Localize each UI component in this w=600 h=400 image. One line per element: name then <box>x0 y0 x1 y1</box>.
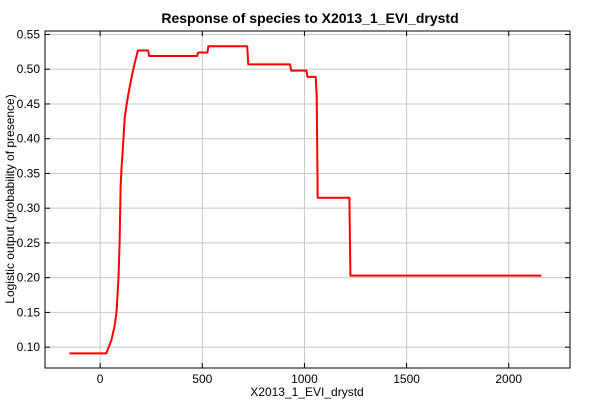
y-tick-label: 0.45 <box>17 97 41 111</box>
y-tick-label: 0.55 <box>17 27 41 41</box>
x-tick-label: 1500 <box>393 372 420 386</box>
series-layer <box>69 45 542 355</box>
y-ticks: 0.10 0.15 0.20 0.25 0.30 0.35 0.40 0.45 0.50 0.55 <box>17 27 570 354</box>
x-ticks: 0 500 1000 1500 2000 <box>97 31 522 386</box>
y-tick-label: 0.20 <box>17 271 41 285</box>
y-tick-label: 0.10 <box>17 340 41 354</box>
y-tick-label: 0.40 <box>17 132 41 146</box>
y-axis-label: Logistic output (probability of presence… <box>3 94 17 303</box>
y-gridlines <box>45 33 570 348</box>
x-tick-label: 0 <box>97 372 104 386</box>
y-tick-label: 0.30 <box>17 201 41 215</box>
plot-frame <box>44 30 571 369</box>
y-tick-label: 0.25 <box>17 236 41 250</box>
x-tick-label: 500 <box>192 372 212 386</box>
y-tick-label: 0.50 <box>17 62 41 76</box>
plot-background <box>45 31 570 368</box>
y-tick-label: 0.35 <box>17 166 41 180</box>
x-gridlines <box>99 31 510 368</box>
x-tick-label: 2000 <box>495 372 522 386</box>
x-axis-label: X2013_1_EVI_drystd <box>250 385 363 399</box>
chart-title: Response of species to X2013_1_EVI_dryst… <box>161 10 458 26</box>
response-curve <box>69 45 542 355</box>
y-tick-label: 0.15 <box>17 305 41 319</box>
x-tick-label: 1000 <box>291 372 318 386</box>
